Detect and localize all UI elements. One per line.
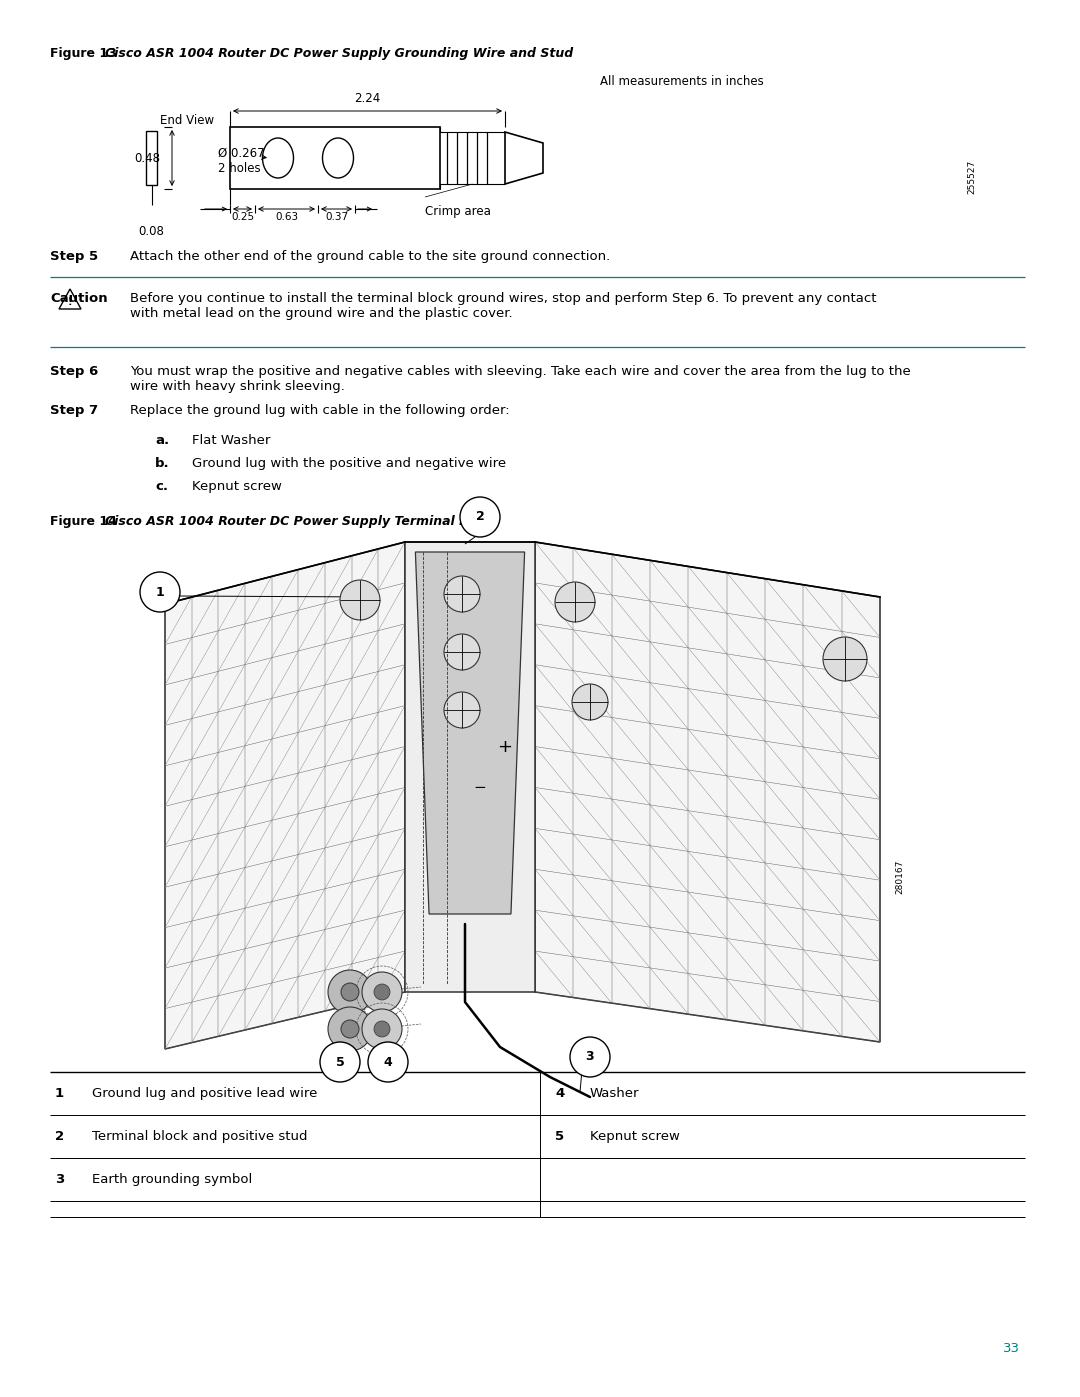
Text: 1: 1 [156, 585, 164, 598]
Text: Cisco ASR 1004 Router DC Power Supply Terminal Block: Cisco ASR 1004 Router DC Power Supply Te… [105, 515, 497, 528]
Polygon shape [165, 542, 405, 1049]
Text: Caution: Caution [50, 292, 108, 305]
Text: 33: 33 [1003, 1343, 1020, 1355]
Text: 280167: 280167 [895, 859, 905, 894]
Circle shape [368, 1042, 408, 1083]
Text: Step 7: Step 7 [50, 404, 98, 416]
Text: Replace the ground lug with cable in the following order:: Replace the ground lug with cable in the… [130, 404, 510, 416]
Circle shape [572, 685, 608, 719]
Circle shape [823, 637, 867, 680]
Text: 0.08: 0.08 [138, 225, 164, 237]
Text: Figure 13: Figure 13 [50, 47, 117, 60]
Text: 3: 3 [585, 1051, 594, 1063]
Circle shape [444, 634, 480, 671]
Circle shape [328, 970, 372, 1014]
Text: 2: 2 [475, 510, 484, 524]
Text: +: + [498, 738, 513, 756]
Text: Kepnut screw: Kepnut screw [192, 481, 282, 493]
Circle shape [340, 580, 380, 620]
Circle shape [341, 983, 359, 1002]
Circle shape [320, 1042, 360, 1083]
Text: End View: End View [160, 115, 214, 127]
Circle shape [374, 1021, 390, 1037]
Text: Terminal block and positive stud: Terminal block and positive stud [92, 1130, 308, 1143]
Text: 0.37: 0.37 [325, 212, 348, 222]
Text: Earth grounding symbol: Earth grounding symbol [92, 1173, 253, 1186]
Polygon shape [416, 552, 525, 914]
Text: c.: c. [156, 481, 168, 493]
Text: 2 holes: 2 holes [218, 162, 260, 175]
Text: 1: 1 [55, 1087, 64, 1099]
Text: All measurements in inches: All measurements in inches [600, 75, 764, 88]
Circle shape [341, 1020, 359, 1038]
Circle shape [555, 583, 595, 622]
Text: Before you continue to install the terminal block ground wires, stop and perform: Before you continue to install the termi… [130, 292, 877, 320]
Text: Step 6: Step 6 [50, 365, 98, 379]
Text: b.: b. [156, 457, 170, 469]
Text: Ø 0.267: Ø 0.267 [218, 147, 265, 161]
Circle shape [374, 983, 390, 1000]
Text: 0.48: 0.48 [134, 151, 160, 165]
Text: −: − [474, 780, 486, 795]
Text: Crimp area: Crimp area [426, 205, 491, 218]
Text: 0.25: 0.25 [231, 212, 254, 222]
Text: Ground lug with the positive and negative wire: Ground lug with the positive and negativ… [192, 457, 507, 469]
Polygon shape [405, 542, 535, 992]
Text: !: ! [68, 298, 72, 307]
Circle shape [570, 1037, 610, 1077]
Text: 5: 5 [336, 1056, 345, 1069]
Text: Kepnut screw: Kepnut screw [590, 1130, 680, 1143]
Text: 4: 4 [555, 1087, 564, 1099]
Circle shape [362, 1009, 402, 1049]
Text: 2.24: 2.24 [354, 92, 380, 105]
Circle shape [460, 497, 500, 536]
Text: 255527: 255527 [968, 159, 976, 194]
Text: Step 5: Step 5 [50, 250, 98, 263]
Text: 4: 4 [383, 1056, 392, 1069]
Circle shape [140, 571, 180, 612]
Text: a.: a. [156, 434, 170, 447]
Circle shape [328, 1007, 372, 1051]
Text: You must wrap the positive and negative cables with sleeving. Take each wire and: You must wrap the positive and negative … [130, 365, 910, 393]
Text: Figure 14: Figure 14 [50, 515, 117, 528]
Polygon shape [535, 542, 880, 1042]
Text: 0.63: 0.63 [275, 212, 298, 222]
Text: 3: 3 [55, 1173, 64, 1186]
Text: Washer: Washer [590, 1087, 639, 1099]
Text: Ground lug and positive lead wire: Ground lug and positive lead wire [92, 1087, 318, 1099]
Text: 2: 2 [55, 1130, 64, 1143]
Text: Flat Washer: Flat Washer [192, 434, 270, 447]
Text: 5: 5 [555, 1130, 564, 1143]
Circle shape [444, 576, 480, 612]
Text: Cisco ASR 1004 Router DC Power Supply Grounding Wire and Stud: Cisco ASR 1004 Router DC Power Supply Gr… [105, 47, 573, 60]
Text: Attach the other end of the ground cable to the site ground connection.: Attach the other end of the ground cable… [130, 250, 610, 263]
Circle shape [362, 972, 402, 1011]
Circle shape [444, 692, 480, 728]
